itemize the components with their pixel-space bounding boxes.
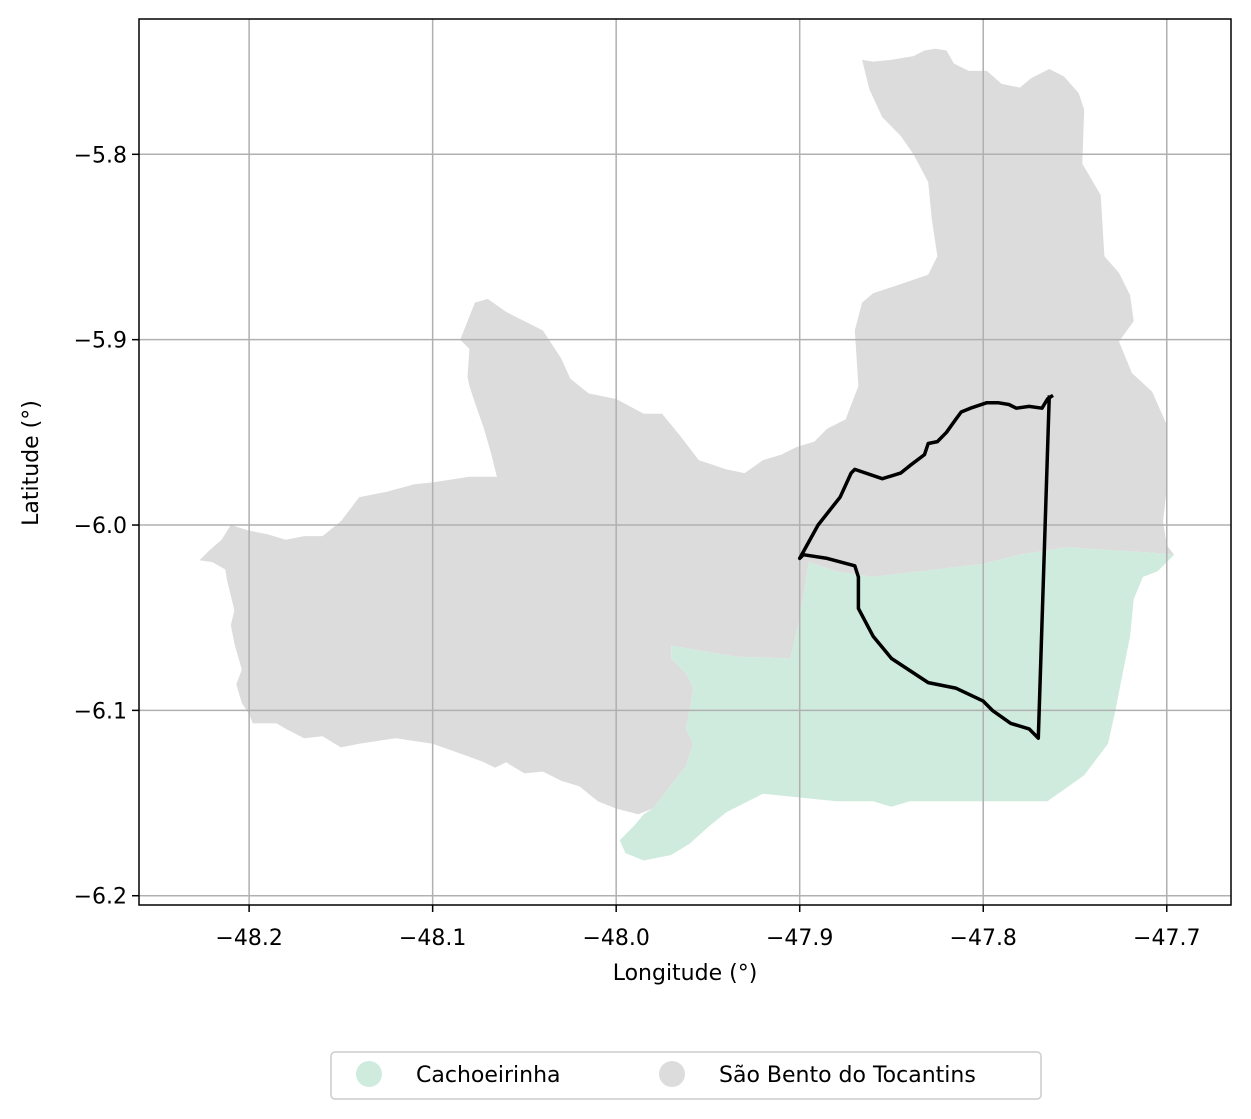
x-axis-label: Longitude (°) bbox=[613, 961, 758, 986]
x-tick-label: −48.0 bbox=[582, 926, 649, 951]
legend-marker-cachoeirinha bbox=[356, 1061, 382, 1087]
y-axis-ticks: −5.8 −5.9 −6.0 −6.1 −6.2 bbox=[74, 143, 139, 910]
x-tick-label: −48.1 bbox=[399, 926, 466, 951]
legend-label-cachoeirinha: Cachoeirinha bbox=[416, 1063, 561, 1088]
x-axis-ticks: −48.2 −48.1 −48.0 −47.9 −47.8 −47.7 bbox=[215, 905, 1200, 951]
legend-box bbox=[330, 1051, 1042, 1100]
grid bbox=[139, 19, 1231, 905]
outline-layer bbox=[797, 393, 1054, 740]
x-tick-label: −47.7 bbox=[1133, 926, 1200, 951]
legend-marker-sao-bento bbox=[659, 1061, 685, 1087]
plot-area bbox=[138, 18, 1232, 906]
x-tick-label: −47.8 bbox=[950, 926, 1017, 951]
region-cachoeirinha bbox=[619, 547, 1175, 861]
x-tick-label: −47.9 bbox=[766, 926, 833, 951]
y-axis-label: Latitude (°) bbox=[19, 400, 44, 526]
legend: Cachoeirinha São Bento do Tocantins bbox=[330, 1051, 1042, 1100]
y-tick-label: −6.2 bbox=[74, 885, 127, 910]
x-tick-label: −48.2 bbox=[215, 926, 282, 951]
region-sao-bento-do-tocantins bbox=[199, 48, 1175, 815]
y-tick-label: −5.9 bbox=[74, 329, 127, 354]
boundary-outline bbox=[797, 393, 1054, 740]
regions bbox=[199, 48, 1175, 861]
y-tick-label: −6.0 bbox=[74, 514, 127, 539]
axes-frame bbox=[138, 18, 1232, 906]
y-tick-label: −6.1 bbox=[74, 699, 127, 724]
legend-label-sao-bento: São Bento do Tocantins bbox=[719, 1063, 976, 1088]
y-tick-label: −5.8 bbox=[74, 143, 127, 168]
